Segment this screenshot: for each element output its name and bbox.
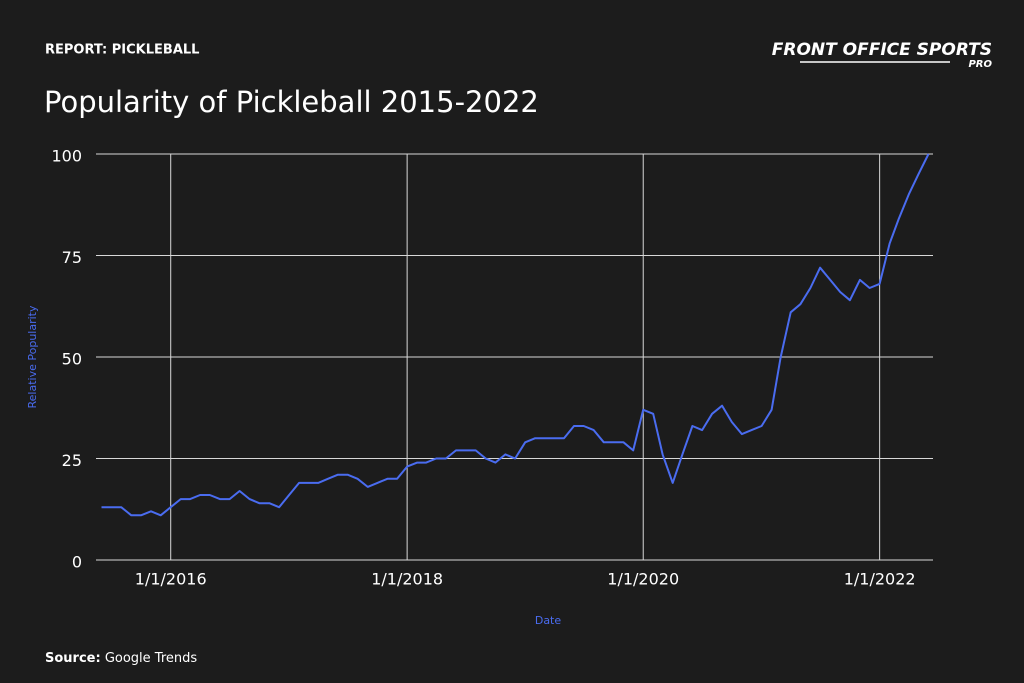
data-line (101, 153, 930, 517)
chart-title: Popularity of Pickleball 2015-2022 (44, 85, 539, 119)
brand-sub: PRO (968, 59, 992, 70)
y-tick-label: 25 (62, 451, 82, 470)
y-tick-label: 50 (62, 350, 82, 369)
x-tick-label: 1/1/2020 (607, 570, 679, 589)
x-tick-label: 1/1/2016 (135, 570, 207, 589)
y-tick-label: 100 (51, 147, 82, 166)
source-text: Google Trends (105, 651, 198, 666)
y-tick-label: 0 (72, 553, 82, 572)
source-label: Source: (45, 651, 101, 666)
x-axis-label: Date (535, 614, 562, 627)
report-label: REPORT: PICKLEBALL (45, 43, 199, 58)
x-tick-label: 1/1/2022 (844, 570, 916, 589)
brand: FRONT OFFICE SPORTS (772, 40, 992, 60)
y-tick-label: 75 (62, 248, 82, 267)
y-axis-label: Relative Popularity (26, 305, 39, 408)
x-tick-label: 1/1/2018 (371, 570, 443, 589)
source: Source: Google Trends (45, 651, 197, 666)
